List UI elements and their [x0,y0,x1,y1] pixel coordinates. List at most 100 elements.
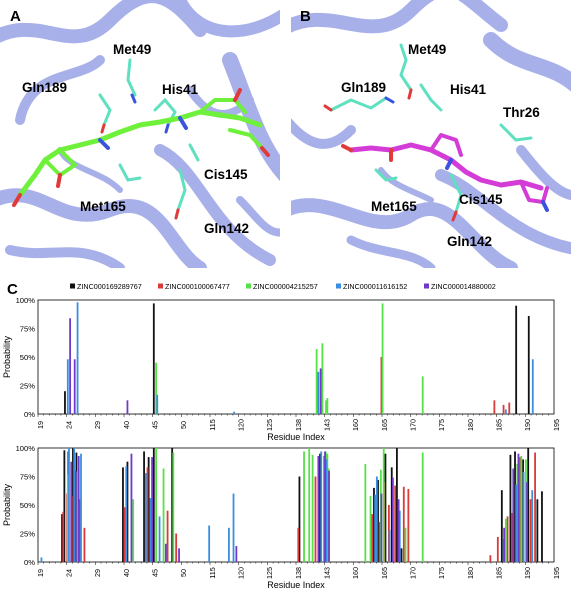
bar [147,457,150,562]
bar [178,548,180,562]
x-tick-label: 190 [523,419,532,431]
residue-label: Cis145 [459,192,503,207]
bar [526,482,528,562]
bar [496,536,499,562]
bar [155,448,158,562]
bar [502,404,505,414]
bar [64,391,66,414]
bar [228,527,230,562]
x-tick-label: 160 [351,567,360,579]
legend-label: ZINC000014880002 [431,282,496,291]
bar [297,527,300,562]
x-tick-label: 19 [36,421,45,429]
bar [125,466,128,562]
y-tick-label: 75% [20,473,35,482]
bar [504,518,507,562]
bar [404,527,407,562]
bar [324,451,326,562]
panel-a-letter: A [10,8,21,25]
bar [396,448,398,562]
x-tick-label: 40 [122,421,131,429]
bar [319,368,322,414]
x-tick-label: 120 [237,419,246,431]
x-tick-label: 138 [294,419,303,431]
x-tick-label: 185 [495,419,504,431]
bar [152,448,155,562]
y-axis-title: Probability [2,483,12,526]
bar [158,516,161,562]
x-tick-label: 19 [36,569,45,577]
x-tick-label: 24 [65,421,74,429]
x-tick-label: 24 [65,569,74,577]
bar [73,448,76,562]
bar [378,522,381,562]
bar [61,514,63,562]
bar [73,359,76,414]
y-tick-label: 75% [20,325,35,334]
bar [317,455,320,562]
x-tick-label: 190 [523,567,532,579]
protein-structure-a-image [0,0,280,268]
bar [149,498,152,562]
x-tick-label: 50 [179,421,188,429]
bar [534,452,536,562]
bar [421,452,424,562]
structure-panel-a: A Met49 Gln189 His41 Cis145 Met165 Gln14… [0,0,280,268]
bar [311,454,314,562]
x-tick-label: 115 [208,567,217,578]
bar [166,510,169,562]
bar [319,453,321,562]
x-tick-label: 175 [437,419,446,431]
residue-label: His41 [450,82,487,97]
plot-frame [37,299,555,415]
protein-ribbon-b [291,0,571,268]
bar [400,548,403,562]
bar [68,448,70,562]
x-tick-label: 170 [409,419,418,431]
chart-svg: ZINC000169289767 ZINC000100067477 ZINC0000… [2,282,561,590]
bar [164,543,167,562]
legend-swatch [246,283,251,289]
bar [531,490,534,562]
x-tick-label: 175 [437,567,446,579]
bar [525,459,527,562]
x-tick-label: 138 [294,567,303,579]
bar [76,471,79,562]
residue-label: Gln189 [22,80,68,95]
bar [384,453,387,562]
bar [62,511,65,562]
bar [522,471,525,562]
bar [132,499,135,562]
bar [151,457,153,562]
legend-swatch [70,283,75,289]
bar [515,484,518,562]
x-tick-label: 160 [351,419,360,431]
bar [232,493,235,562]
bar [371,514,374,562]
residue-sticks-a [98,58,200,220]
bar [40,557,43,562]
bar [391,477,394,562]
bar [529,499,532,562]
bar [315,349,318,414]
residue-sticks-b [323,43,533,222]
bar [172,452,175,562]
bar [83,527,86,562]
bar [77,455,80,562]
bar [155,362,158,414]
residue-label: Gln189 [341,80,387,95]
x-tick-label: 185 [495,567,504,579]
bar [374,494,377,562]
bar [208,525,211,562]
x-axis-title: Residue Index [267,432,325,442]
bar [152,303,155,414]
bar [323,455,325,562]
bar [130,453,133,562]
bar [78,499,81,562]
bar [504,409,507,414]
bar [325,459,328,562]
residue-label: Met49 [113,42,152,57]
bar [527,315,530,414]
x-tick-label: 180 [466,419,475,431]
legend-label: ZINC000004215257 [253,282,318,291]
